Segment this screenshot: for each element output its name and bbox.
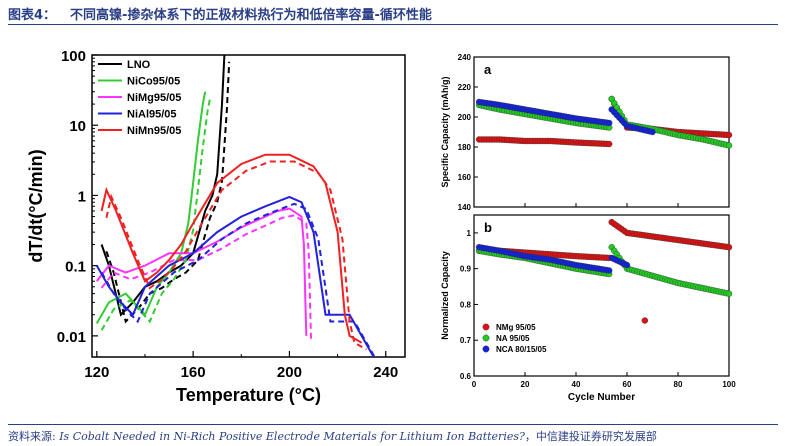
cycle-data-point (605, 140, 613, 148)
cycle-y-tick-label: 160 (458, 173, 472, 182)
cycle-y-tick-label: 1 (467, 229, 472, 238)
source-note: 资料来源: Is Cobalt Needed in Ni-Rich Positi… (8, 428, 657, 444)
cycle-y-tick-label: 0.6 (460, 372, 472, 381)
thermal-y-tick-label: 0.01 (57, 329, 86, 346)
cycle-legend-marker (482, 323, 490, 331)
cycle-legend-label: NMg 95/05 (496, 323, 536, 332)
thermal-y-tick-label: 1 (78, 188, 86, 205)
cycle-data-point (649, 128, 656, 136)
thermal-x-tick-label: 200 (277, 364, 302, 381)
cycle-legend-label: NA 95/05 (496, 334, 530, 343)
thermal-legend-label: LNO (127, 59, 151, 71)
thermal-y-axis-label: dT/dt(°C/min) (26, 149, 46, 262)
thermal-legend-label: NiMg95/05 (127, 92, 181, 104)
thermal-series-dashed-line (105, 160, 367, 351)
thermal-series-dashed-line (105, 61, 231, 324)
cycle-y-axis-label: Normalized Capacity (440, 251, 450, 340)
cycle-data-point (623, 261, 631, 269)
cycle-data-point (725, 243, 733, 251)
cycle-data-point (725, 290, 733, 297)
thermal-series-dashed-line (100, 202, 376, 357)
thermal-x-tick-label: 240 (373, 364, 398, 381)
cycle-y-tick-label: 240 (458, 53, 472, 62)
source-suffix: ，中信建投证券研究发展部 (524, 430, 657, 443)
cycle-y-tick-label: 0.9 (460, 265, 472, 274)
thermal-x-tick-label: 120 (84, 364, 109, 381)
cycle-y-tick-label: 0.8 (460, 300, 472, 309)
cycle-y-tick-label: 0.7 (460, 336, 472, 345)
cycle-outlier-point (641, 317, 649, 324)
cycle-x-tick-label: 100 (722, 380, 736, 389)
cycle-y-tick-label: 180 (458, 143, 472, 152)
cycle-panel-label: a (484, 62, 492, 77)
thermal-y-tick-label: 10 (69, 118, 86, 135)
cycle-legend-marker (482, 334, 490, 342)
figure-title: 图表4： 不同高镍-掺杂体系下的正极材料热行为和低倍率容量-循环性能 (8, 4, 432, 23)
thermal-y-tick-label: 0.1 (65, 259, 86, 276)
thermal-legend-label: NiAl95/05 (127, 109, 177, 121)
header-rule (8, 24, 778, 25)
figure-label: 图表4： (8, 8, 57, 23)
cycle-legend-label: NCA 80/15/05 (496, 345, 547, 354)
thermal-series-line (100, 153, 363, 344)
cycle-data-point (605, 267, 613, 274)
figure-title-text: 不同高镍-掺杂体系下的正极材料热行为和低倍率容量-循环性能 (70, 8, 432, 23)
cycle-data-point (725, 142, 733, 149)
source-prefix: 资料来源: (8, 430, 60, 443)
footer-rule (8, 424, 778, 425)
cycle-x-tick-label: 80 (674, 380, 683, 389)
source-citation: Is Cobalt Needed in Ni-Rich Positive Ele… (59, 430, 525, 443)
cycle-y-tick-label: 140 (458, 203, 472, 212)
thermal-x-axis-label: Temperature (°C) (176, 385, 321, 405)
cycle-x-tick-label: 0 (472, 380, 477, 389)
thermal-series-line (96, 207, 308, 336)
cycle-data-point (605, 119, 613, 127)
thermal-x-tick-label: 160 (181, 364, 206, 381)
thermal-y-tick-label: 100 (61, 48, 86, 65)
cycle-y-axis-label: Specific Capacity (mAh/g) (440, 76, 450, 187)
thermal-legend-label: NiMn95/05 (127, 125, 181, 137)
thermal-legend-label: NiCo95/05 (127, 76, 180, 88)
cycle-data-point (725, 131, 733, 139)
cycle-x-tick-label: 40 (572, 380, 581, 389)
thermal-series-line (95, 195, 375, 357)
cycle-legend-marker (482, 345, 490, 353)
cycle-x-tick-label: 60 (623, 380, 632, 389)
cycle-x-axis-label: Cycle Number (568, 392, 635, 403)
cycle-x-tick-label: 20 (521, 380, 530, 389)
cycle-panel-label: b (484, 220, 492, 235)
cycle-y-tick-label: 220 (458, 83, 472, 92)
cycle-y-tick-label: 200 (458, 113, 472, 122)
thermal-series-dashed-line (100, 214, 313, 343)
